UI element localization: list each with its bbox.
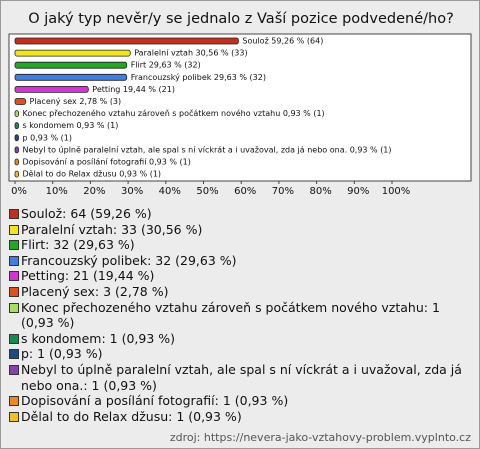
bar xyxy=(14,158,19,166)
legend-label: Paralelní vztah: 33 (30,56 %) xyxy=(21,221,203,237)
legend-item: Petting: 21 (19,44 %) xyxy=(9,268,471,284)
legend-item: Dělal to do Relax džusu: 1 (0,93 %) xyxy=(9,409,471,425)
legend-item: Paralelní vztah: 33 (30,56 %) xyxy=(9,222,471,238)
bar-label: Paralelní vztah 30,56 % (33) xyxy=(134,49,247,58)
bar xyxy=(14,86,89,93)
x-tick-label: 40% xyxy=(159,186,181,197)
x-tick-label: 20% xyxy=(83,186,105,197)
bar xyxy=(14,37,239,45)
bar-label: s kondomem 0,93 % (1) xyxy=(23,121,119,130)
bar xyxy=(14,134,19,142)
legend-swatch xyxy=(9,396,19,407)
legend-swatch xyxy=(9,302,19,313)
plot-area xyxy=(8,33,472,182)
bar-label: p 0,93 % (1) xyxy=(23,133,72,142)
legend-swatch xyxy=(9,364,19,375)
legend-item: s kondomem: 1 (0,93 %) xyxy=(9,331,471,347)
legend-swatch xyxy=(9,224,19,235)
x-tick-label: 80% xyxy=(309,186,331,197)
legend-label: Flirt: 32 (29,63 %) xyxy=(21,237,135,253)
bar-label: Dělal to do Relax džusu 0,93 % (1) xyxy=(23,170,162,179)
legend-item: Nebyl to úplně paralelní vztah, ale spal… xyxy=(9,362,471,393)
bar-label: Soulož 59,26 % (64) xyxy=(242,37,323,46)
bar-label: Francouzský polibek 29,63 % (32) xyxy=(131,73,266,82)
bar xyxy=(14,122,19,130)
legend-label: Placený sex: 3 (2,78 %) xyxy=(21,283,169,299)
source: zdroj: https://nevera-jako-vztahovy-prob… xyxy=(169,431,471,444)
legend-item: Konec přechozeného vztahu zároveň s počá… xyxy=(9,300,471,331)
legend-swatch xyxy=(9,240,19,251)
chart-title: O jaký typ nevěr/y se jednalo z Vaší poz… xyxy=(28,11,454,27)
legend-item: Francouzský polibek: 32 (29,63 %) xyxy=(9,253,471,269)
bar xyxy=(14,73,128,81)
legend-swatch xyxy=(9,349,19,360)
legend-item: Placený sex: 3 (2,78 %) xyxy=(9,284,471,300)
legend-label: Nebyl to úplně paralelní vztah, ale spal… xyxy=(21,361,462,393)
legend-label: Francouzský polibek: 32 (29,63 %) xyxy=(21,252,237,268)
legend-swatch xyxy=(9,255,19,266)
bar-label: Flirt 29,63 % (32) xyxy=(131,61,201,70)
x-tick-label: 60% xyxy=(234,186,256,197)
bar xyxy=(14,49,131,57)
bar-label: Konec přechozeného vztahu zároveň s počá… xyxy=(23,108,325,118)
bar xyxy=(14,98,26,105)
legend-swatch xyxy=(9,333,19,344)
x-tick-label: 10% xyxy=(46,186,68,197)
legend-swatch xyxy=(9,209,19,219)
bar xyxy=(14,170,19,178)
bar xyxy=(14,110,19,117)
legend-item: p: 1 (0,93 %) xyxy=(9,346,471,362)
bar xyxy=(14,61,128,69)
legend-label: Dopisování a posílání fotografií: 1 (0,9… xyxy=(21,393,289,409)
legend-swatch xyxy=(9,411,19,422)
legend: Soulož: 64 (59,26 %) Paralelní vztah: 33 … xyxy=(9,206,471,424)
legend-label: p: 1 (0,93 %) xyxy=(21,346,103,362)
bar-label: Petting 19,44 % (21) xyxy=(92,85,175,94)
x-tick-label: 50% xyxy=(196,186,218,197)
legend-label: Konec přechozeného vztahu zároveň s počá… xyxy=(21,299,440,331)
x-tick-label: 100% xyxy=(382,186,411,197)
bar-label: Dopisování a posílání fotografií 0,93 % … xyxy=(23,158,191,167)
legend-label: Dělal to do Relax džusu: 1 (0,93 %) xyxy=(21,408,242,424)
x-tick-label: 90% xyxy=(347,186,369,197)
legend-label: s kondomem: 1 (0,93 %) xyxy=(21,330,176,346)
bar xyxy=(14,146,19,154)
legend-label: Soulož: 64 (59,26 %) xyxy=(21,206,152,221)
legend-item: Flirt: 32 (29,63 %) xyxy=(9,237,471,253)
x-tick-label: 0% xyxy=(11,186,27,197)
x-tick-label: 70% xyxy=(272,186,294,197)
legend-swatch xyxy=(9,271,19,282)
legend-label: Petting: 21 (19,44 %) xyxy=(21,268,155,284)
x-tick-label: 30% xyxy=(121,186,143,197)
bar-label: Nebyl to úplně paralelní vztah, ale spal… xyxy=(23,145,392,154)
chart: O jaký typ nevěr/y se jednalo z Vaší poz… xyxy=(8,11,472,197)
legend-swatch xyxy=(9,286,19,297)
legend-item: Dopisování a posílání fotografií: 1 (0,9… xyxy=(9,393,471,409)
legend-item: Soulož: 64 (59,26 %) xyxy=(9,206,471,222)
bar-label: Placený sex 2,78 % (3) xyxy=(29,97,121,106)
